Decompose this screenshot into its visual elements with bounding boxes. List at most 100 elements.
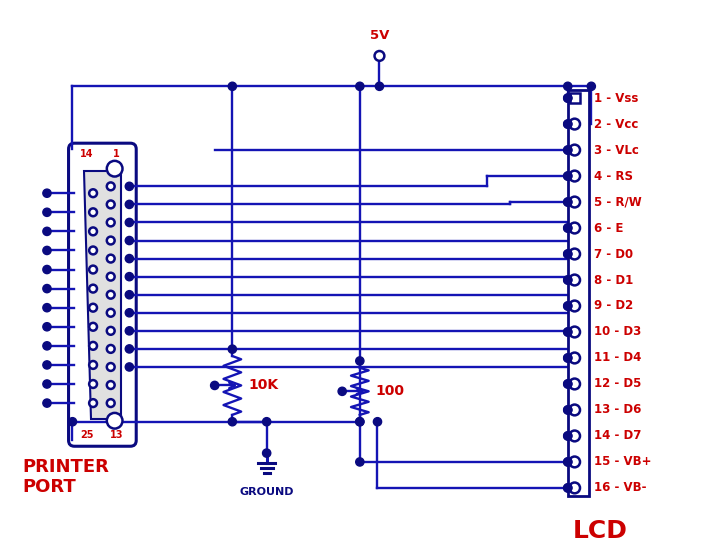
Circle shape — [107, 219, 115, 226]
Circle shape — [89, 361, 97, 369]
Circle shape — [107, 291, 115, 299]
Text: 10K: 10K — [248, 379, 278, 392]
Text: 15 - VB+: 15 - VB+ — [594, 456, 652, 468]
Circle shape — [89, 208, 97, 216]
Circle shape — [107, 413, 122, 429]
Circle shape — [564, 82, 572, 90]
Circle shape — [89, 399, 97, 407]
Circle shape — [211, 381, 219, 389]
Circle shape — [89, 342, 97, 350]
Circle shape — [564, 94, 572, 102]
Circle shape — [356, 357, 364, 365]
Text: 100: 100 — [375, 385, 404, 398]
Circle shape — [125, 309, 134, 317]
Circle shape — [569, 223, 580, 234]
Text: 12 - D5: 12 - D5 — [594, 377, 642, 391]
Circle shape — [564, 224, 572, 232]
Bar — [568, 90, 589, 496]
Circle shape — [125, 254, 134, 263]
Circle shape — [107, 327, 115, 335]
Circle shape — [564, 406, 572, 414]
Circle shape — [43, 323, 51, 331]
Circle shape — [107, 345, 115, 353]
Circle shape — [564, 250, 572, 258]
Circle shape — [107, 363, 115, 371]
FancyBboxPatch shape — [69, 143, 136, 446]
Circle shape — [107, 309, 115, 317]
Circle shape — [356, 82, 364, 90]
Circle shape — [43, 304, 51, 312]
Circle shape — [564, 328, 572, 336]
Circle shape — [43, 380, 51, 388]
Circle shape — [564, 198, 572, 206]
Circle shape — [564, 484, 572, 492]
Circle shape — [89, 323, 97, 331]
Circle shape — [43, 399, 51, 407]
Text: GROUND: GROUND — [240, 487, 294, 497]
Circle shape — [43, 189, 51, 197]
Circle shape — [569, 430, 580, 441]
Circle shape — [569, 301, 580, 311]
Circle shape — [564, 406, 572, 414]
Circle shape — [564, 458, 572, 466]
Circle shape — [569, 405, 580, 415]
Text: 16 - VB-: 16 - VB- — [594, 481, 647, 494]
Circle shape — [569, 353, 580, 363]
Circle shape — [569, 379, 580, 389]
Circle shape — [564, 432, 572, 440]
Circle shape — [569, 249, 580, 259]
Circle shape — [125, 218, 134, 226]
Circle shape — [107, 399, 115, 407]
Circle shape — [43, 246, 51, 254]
Circle shape — [107, 255, 115, 263]
Circle shape — [43, 361, 51, 369]
Circle shape — [564, 120, 572, 128]
Circle shape — [262, 449, 271, 457]
Circle shape — [569, 144, 580, 155]
Circle shape — [262, 417, 271, 426]
Text: 9 - D2: 9 - D2 — [594, 300, 633, 312]
Circle shape — [564, 432, 572, 440]
Circle shape — [125, 363, 134, 371]
Circle shape — [564, 380, 572, 388]
Circle shape — [356, 417, 364, 426]
Text: LCD: LCD — [573, 519, 628, 543]
Text: 7 - D0: 7 - D0 — [594, 247, 633, 260]
Text: 25: 25 — [80, 430, 94, 440]
Circle shape — [89, 284, 97, 293]
Circle shape — [43, 342, 51, 350]
Circle shape — [564, 276, 572, 284]
Circle shape — [587, 82, 595, 90]
Circle shape — [356, 417, 364, 426]
Circle shape — [107, 201, 115, 208]
Circle shape — [228, 417, 236, 426]
Circle shape — [564, 120, 572, 128]
Circle shape — [89, 380, 97, 388]
Circle shape — [125, 327, 134, 335]
Text: 11 - D4: 11 - D4 — [594, 352, 642, 364]
Circle shape — [564, 94, 572, 102]
Bar — [569, 93, 579, 103]
Text: 14 - D7: 14 - D7 — [594, 429, 642, 443]
Text: 2 - Vcc: 2 - Vcc — [594, 118, 638, 131]
Circle shape — [89, 266, 97, 274]
Text: 14: 14 — [80, 149, 94, 159]
Circle shape — [43, 265, 51, 274]
Circle shape — [564, 172, 572, 180]
Circle shape — [125, 290, 134, 299]
Circle shape — [125, 200, 134, 208]
Circle shape — [356, 458, 364, 466]
Circle shape — [228, 345, 236, 353]
Circle shape — [564, 354, 572, 362]
Text: 13: 13 — [110, 430, 123, 440]
Circle shape — [125, 272, 134, 281]
Circle shape — [564, 302, 572, 310]
Circle shape — [569, 171, 580, 182]
Circle shape — [564, 198, 572, 206]
Circle shape — [569, 275, 580, 286]
Circle shape — [89, 304, 97, 312]
Circle shape — [564, 250, 572, 258]
Circle shape — [228, 82, 236, 90]
Circle shape — [569, 196, 580, 207]
Circle shape — [375, 51, 385, 61]
